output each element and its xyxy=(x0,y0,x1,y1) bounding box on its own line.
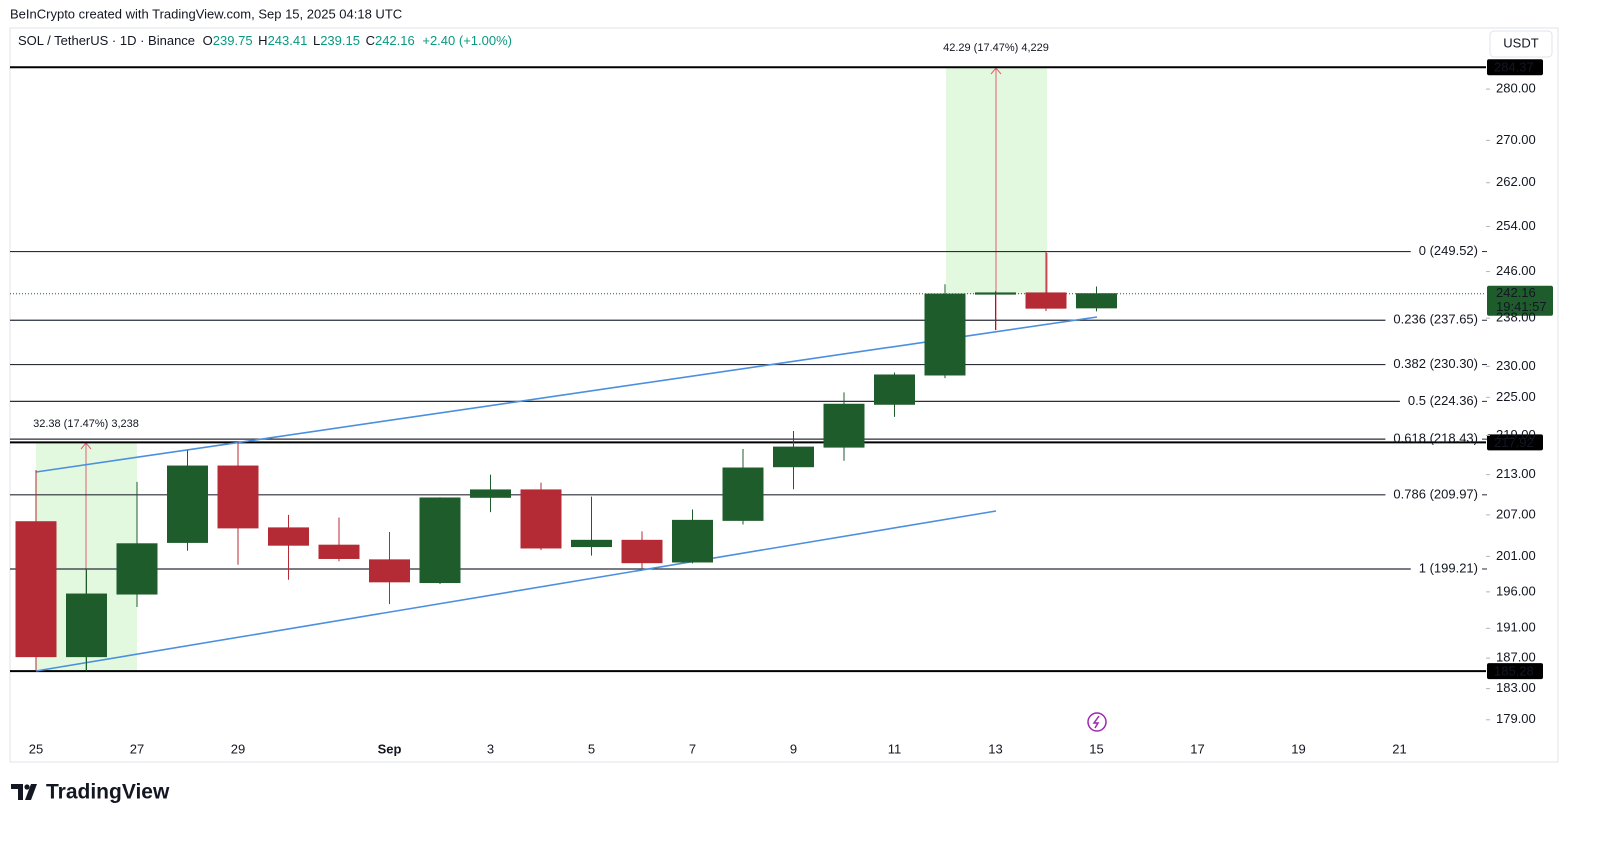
candle-body xyxy=(66,593,107,658)
fib-label: 1 (199.21) xyxy=(1419,560,1478,575)
candle-body xyxy=(167,465,208,543)
y-tick-label: 262.00 xyxy=(1496,174,1536,189)
x-tick-label: 15 xyxy=(1089,741,1103,756)
x-tick-label: 9 xyxy=(790,741,797,756)
fib-label: 0.236 (237.65) xyxy=(1393,312,1478,327)
candle-body xyxy=(520,489,562,549)
symbol: SOL / TetherUS · 1D · Binance xyxy=(18,33,195,48)
price-badge xyxy=(1487,59,1543,76)
candle-body xyxy=(621,539,663,564)
price-badge xyxy=(1487,434,1543,451)
y-tick-label: 238.00 xyxy=(1496,310,1536,325)
y-tick-label: 183.00 xyxy=(1496,680,1536,695)
last-price-badge xyxy=(1487,285,1553,316)
price-badge-label: 217.92 xyxy=(1494,435,1534,450)
candle-body xyxy=(217,465,259,529)
price-badge-label: 284.37 xyxy=(1494,60,1534,75)
trend-line xyxy=(35,316,1098,473)
y-tick-label: 196.00 xyxy=(1496,583,1536,598)
x-tick-label: 13 xyxy=(988,741,1002,756)
y-tick-label: 280.00 xyxy=(1496,81,1536,96)
fib-label: 0.5 (224.36) xyxy=(1408,393,1478,408)
candle-body xyxy=(672,519,713,563)
fib-label: 0.382 (230.30) xyxy=(1393,356,1478,371)
y-tick-label: 179.00 xyxy=(1496,711,1536,726)
x-tick-label: 29 xyxy=(231,741,245,756)
fib-label: 0.618 (218.43) xyxy=(1393,431,1478,446)
price-badge xyxy=(1487,663,1543,680)
candle-body xyxy=(975,292,1016,295)
logo: TradingView xyxy=(46,781,170,804)
y-tick-label: 230.00 xyxy=(1496,358,1536,373)
fib-label: 0 (249.52) xyxy=(1419,243,1478,258)
candle-body xyxy=(318,544,360,559)
candle-body xyxy=(823,403,865,448)
legend: SOL / TetherUS · 1D · Binance O239.75 H2… xyxy=(18,33,512,48)
x-tick-label: 21 xyxy=(1392,741,1406,756)
event-icon[interactable] xyxy=(1087,712,1107,732)
candle-body xyxy=(924,293,966,376)
y-tick-label: 191.00 xyxy=(1496,620,1536,635)
event-icon-bolt xyxy=(1092,715,1100,729)
currency: USDT xyxy=(1503,35,1538,50)
candle-body xyxy=(1025,292,1067,309)
candle-body xyxy=(268,527,309,546)
y-tick-label: 187.00 xyxy=(1496,650,1536,665)
x-tick-label: 5 xyxy=(588,741,595,756)
legend-key: C xyxy=(366,33,375,48)
candle-body xyxy=(874,374,915,405)
x-tick-label: 3 xyxy=(487,741,494,756)
legend-key: O xyxy=(203,33,213,48)
x-tick-label: Sep xyxy=(378,741,402,756)
attribution: BeInCrypto created with TradingView.com,… xyxy=(10,6,402,21)
countdown: 19:41:57 xyxy=(1496,299,1547,314)
candle-body xyxy=(722,467,764,521)
last-price-label: 242.16 xyxy=(1496,285,1536,300)
candle-body xyxy=(1076,293,1117,309)
y-tick-label: 225.00 xyxy=(1496,389,1536,404)
trend-line xyxy=(35,510,997,672)
candle-body xyxy=(419,497,461,584)
x-tick-label: 11 xyxy=(888,741,902,756)
x-tick-label: 25 xyxy=(29,741,43,756)
logo-mark xyxy=(11,784,37,800)
price-badge-label: 185.28 xyxy=(1494,664,1534,679)
candle-body xyxy=(116,543,158,595)
x-tick-label: 7 xyxy=(689,741,696,756)
candle-body xyxy=(15,521,57,658)
logo-mark-dot xyxy=(24,784,30,790)
x-tick-label: 17 xyxy=(1190,741,1204,756)
legend-change: +2.40 (+1.00%) xyxy=(422,33,512,48)
measure-label: 32.38 (17.47%) 3,238 xyxy=(33,418,139,430)
legend-value: 242.16 xyxy=(375,33,415,48)
legend-value: 239.75 xyxy=(213,33,253,48)
measure-label: 42.29 (17.47%) 4,229 xyxy=(943,42,1049,54)
y-tick-label: 270.00 xyxy=(1496,132,1536,147)
fib-label: 0.786 (209.97) xyxy=(1393,486,1478,501)
y-tick-label: 207.00 xyxy=(1496,506,1536,521)
x-tick-label: 19 xyxy=(1291,741,1305,756)
legend-key: H xyxy=(258,33,267,48)
candle-body xyxy=(470,489,511,498)
candle-body xyxy=(773,446,814,468)
currency-box[interactable] xyxy=(1489,30,1553,58)
legend-key: L xyxy=(313,33,320,48)
y-tick-label: 219.00 xyxy=(1496,427,1536,442)
legend-value: 243.41 xyxy=(268,33,308,48)
y-tick-label: 201.00 xyxy=(1496,548,1536,563)
y-tick-label: 213.00 xyxy=(1496,466,1536,481)
candle-body xyxy=(369,559,410,583)
x-tick-label: 27 xyxy=(130,741,144,756)
candle-body xyxy=(571,539,612,548)
y-tick-label: 246.00 xyxy=(1496,263,1536,278)
panel-border xyxy=(9,27,1559,763)
y-tick-label: 254.00 xyxy=(1496,218,1536,233)
legend-value: 239.15 xyxy=(320,33,360,48)
